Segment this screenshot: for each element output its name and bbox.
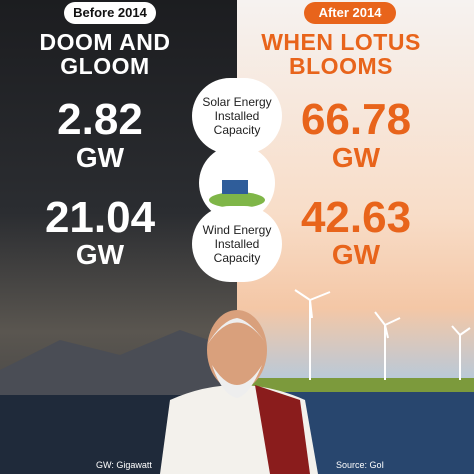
- unit: GW: [331, 142, 381, 173]
- value: 21.04: [44, 193, 156, 242]
- category-label: Wind Energy Installed Capacity: [192, 206, 282, 282]
- unit: GW: [75, 142, 125, 173]
- heading: WHEN LOTUS BLOOMS: [261, 29, 421, 79]
- value: 66.78: [300, 95, 412, 144]
- unit: GW: [75, 239, 125, 270]
- category-label: Solar Energy Installed Capacity: [192, 78, 282, 154]
- panel-icon: [222, 180, 248, 194]
- wind-turbines: [294, 289, 471, 380]
- field: [237, 378, 474, 392]
- unit: GW: [331, 239, 381, 270]
- heading: DOOM AND GLOOM: [39, 29, 171, 79]
- value: 42.63: [300, 193, 412, 242]
- period-label: After 2014: [304, 2, 396, 24]
- person: [160, 310, 318, 474]
- hand-icon: [209, 192, 265, 208]
- period-label: Before 2014: [64, 2, 156, 24]
- footnote: GW: Gigawatt: [96, 460, 152, 470]
- source: Source: GoI: [336, 460, 385, 470]
- value: 2.82: [57, 95, 143, 144]
